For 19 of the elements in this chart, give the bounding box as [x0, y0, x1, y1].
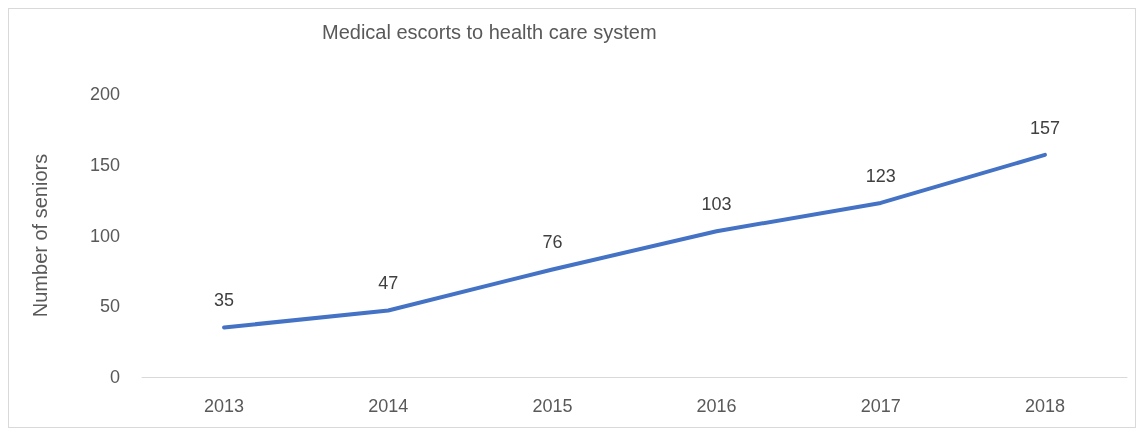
- chart-title: Medical escorts to health care system: [322, 21, 657, 43]
- y-tick-label: 200: [89, 84, 120, 104]
- x-tick-label: 2014: [368, 396, 409, 416]
- y-tick-label: 0: [109, 367, 120, 387]
- data-label: 103: [701, 194, 732, 215]
- x-tick-label: 2015: [532, 396, 573, 416]
- y-tick-label: 50: [99, 296, 120, 317]
- y-tick-label: 150: [89, 154, 120, 175]
- x-tick-label: 2016: [696, 396, 737, 416]
- x-tick-label: 2013: [204, 396, 245, 416]
- x-tick-label: 2017: [860, 396, 901, 416]
- data-label: 35: [214, 290, 235, 311]
- data-label: 76: [542, 232, 563, 253]
- data-label: 123: [865, 165, 896, 186]
- y-axis-title: Number of seniors: [29, 153, 51, 318]
- y-tick-label: 100: [89, 225, 120, 246]
- data-label: 157: [1029, 117, 1060, 138]
- x-tick-label: 2018: [1024, 396, 1065, 416]
- data-label: 47: [378, 273, 399, 294]
